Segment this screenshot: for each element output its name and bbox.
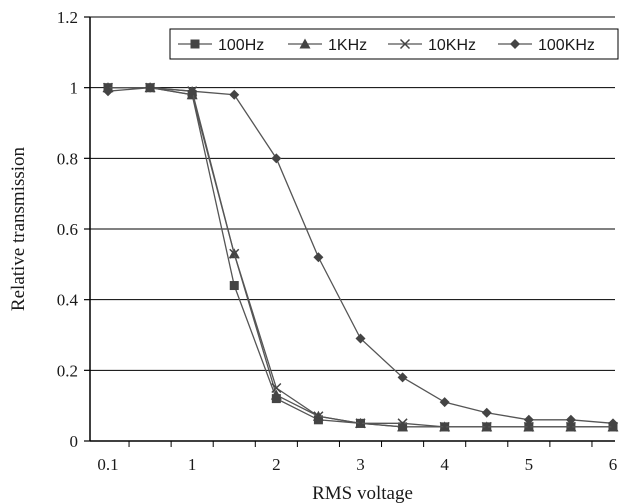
x-tick-label: 3 — [356, 455, 365, 474]
data-point-x — [229, 248, 240, 259]
data-point-diamond — [439, 397, 450, 408]
data-point-diamond — [565, 414, 576, 425]
data-point-diamond — [271, 153, 282, 164]
y-tick-label: 1.2 — [57, 8, 78, 27]
data-point-diamond — [355, 333, 366, 344]
series-100khz — [103, 82, 618, 429]
data-point-diamond — [145, 82, 156, 93]
data-point-x — [439, 421, 450, 432]
x-tick-label: 1 — [188, 455, 197, 474]
x-tick-label: 2 — [272, 455, 281, 474]
series-100hz — [103, 83, 618, 432]
series-layer — [102, 82, 619, 432]
legend-item-1khz: 1KHz — [288, 37, 367, 54]
data-point-x — [313, 411, 324, 422]
data-point-triangle — [270, 389, 282, 400]
series-line — [108, 87, 613, 428]
data-point-diamond — [187, 86, 198, 97]
legend-item-100khz: 100KHz — [498, 37, 595, 54]
legend-label: 10KHz — [428, 37, 476, 54]
grid-lines — [90, 16, 615, 371]
legend-item-10khz: 10KHz — [388, 37, 476, 54]
data-point-triangle — [299, 38, 311, 49]
y-tick-label: 0.6 — [57, 220, 78, 239]
data-point-x — [481, 421, 492, 432]
data-point-diamond — [397, 372, 408, 383]
data-point-diamond — [481, 407, 492, 418]
x-tick-label: 0.1 — [97, 455, 118, 474]
y-tick-label: 0 — [70, 432, 79, 451]
legend-label: 100KHz — [538, 37, 595, 54]
series-line — [108, 87, 613, 428]
legend-label: 100Hz — [218, 37, 264, 54]
data-point-x — [271, 382, 282, 394]
x-axis-title: RMS voltage — [312, 483, 413, 503]
x-tick-label: 4 — [440, 455, 449, 474]
y-axis-title: Relative transmission — [8, 146, 29, 311]
data-point-diamond — [103, 86, 113, 97]
x-tick-label: 6 — [609, 455, 618, 474]
data-point-diamond — [313, 252, 324, 263]
series-10khz — [102, 82, 619, 432]
data-point-diamond — [510, 39, 520, 49]
series-line — [107, 87, 614, 424]
data-point-x — [397, 418, 408, 429]
y-tick-label: 0.4 — [57, 291, 79, 310]
data-point-diamond — [608, 418, 618, 429]
y-tick-label: 0.2 — [57, 361, 78, 380]
series-line — [108, 87, 613, 428]
data-point-square — [190, 39, 200, 49]
data-point-x — [565, 421, 576, 432]
data-point-triangle — [397, 421, 409, 432]
y-tick-label: 0.8 — [57, 149, 78, 168]
data-point-diamond — [229, 89, 240, 100]
data-point-x — [399, 38, 411, 50]
x-axis-ticks: 0.1 1 2 3 4 5 6 — [97, 441, 617, 474]
series-1khz — [102, 82, 619, 432]
y-tick-label: 1 — [70, 79, 79, 98]
legend: 100Hz 1KHz 10KHz 100KHz — [169, 28, 619, 60]
legend-label: 1KHz — [328, 37, 367, 54]
x-tick-label: 5 — [525, 455, 534, 474]
data-point-x — [355, 418, 366, 429]
data-point-diamond — [523, 414, 534, 425]
data-point-square — [229, 281, 239, 291]
legend-item-100hz: 100Hz — [178, 37, 264, 54]
data-point-x — [523, 421, 534, 432]
y-axis-ticks: 0 0.2 0.4 0.6 0.8 1 1.2 — [57, 8, 90, 451]
